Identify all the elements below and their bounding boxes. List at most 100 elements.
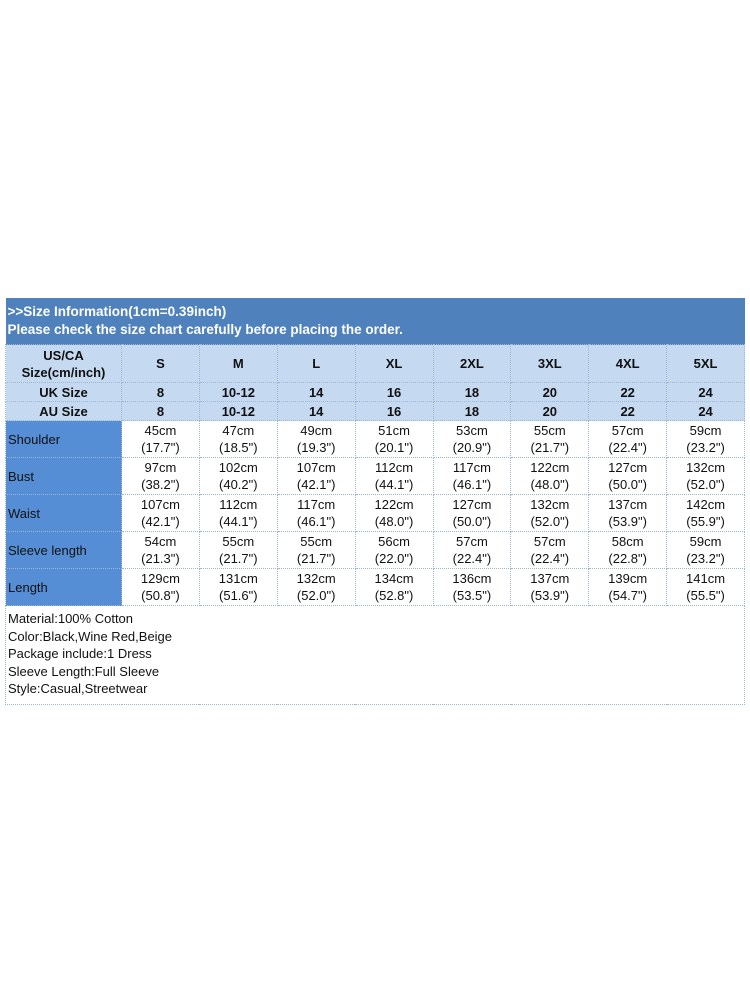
value-cm: 57cm <box>533 534 566 549</box>
value-inch: (21.7") <box>296 551 336 566</box>
measurement-cell: 131cm (51.6") <box>198 568 278 606</box>
measurement-cell: 142cm (55.9") <box>666 494 745 532</box>
measurement-cell: 117cm (46.1") <box>432 457 512 495</box>
measurement-cell: 107cm (42.1") <box>276 457 356 495</box>
size-cell: 3XL <box>510 344 590 383</box>
measurement-cell: 58cm (22.8") <box>588 531 668 569</box>
measurement-row: Sleeve length 54cm (21.3") 55cm (21.7") 55cm (… <box>5 531 745 569</box>
measurement-cell: 56cm (22.0") <box>354 531 434 569</box>
value-inch: (20.9") <box>452 440 492 455</box>
measurement-cell: 117cm (46.1") <box>276 494 356 532</box>
measurement-cell: 102cm (40.2") <box>198 457 278 495</box>
value-inch: (48.0") <box>374 514 414 529</box>
measurement-cell: 127cm (50.0") <box>588 457 668 495</box>
measurement-cell: 132cm (52.0") <box>666 457 745 495</box>
value-inch: (50.0") <box>452 514 492 529</box>
size-cell: 4XL <box>588 344 668 383</box>
value-inch: (40.2") <box>219 477 258 492</box>
size-cell: 10-12 <box>198 401 278 421</box>
value-cm: 107cm <box>296 460 336 475</box>
measurement-cell: 127cm (50.0") <box>432 494 512 532</box>
value-cm: 55cm <box>300 534 333 549</box>
value-cm: 117cm <box>452 460 491 475</box>
measurement-cell: 47cm (18.5") <box>198 420 278 458</box>
value-inch: (20.1") <box>374 440 414 455</box>
product-notes: Material:100% Cotton Color:Black,Wine Red… <box>5 605 745 705</box>
value-cm: 117cm <box>297 497 336 512</box>
value-inch: (23.2") <box>686 551 725 566</box>
value-cm: 57cm <box>611 423 644 438</box>
measurement-cell: 141cm (55.5") <box>666 568 745 606</box>
size-cell: L <box>276 344 356 383</box>
measurement-cell: 55cm (21.7") <box>276 531 356 569</box>
value-inch: (55.9") <box>686 514 725 529</box>
value-cm: 122cm <box>530 460 570 475</box>
measurement-label: Length <box>5 568 122 606</box>
value-inch: (38.2") <box>141 477 180 492</box>
value-cm: 102cm <box>218 460 258 475</box>
value-cm: 59cm <box>689 423 722 438</box>
header-label: AU Size <box>5 401 122 421</box>
measurement-cell: 55cm (21.7") <box>510 420 590 458</box>
value-inch: (52.0") <box>296 588 336 603</box>
value-cm: 59cm <box>689 534 722 549</box>
value-inch: (42.1") <box>296 477 336 492</box>
measurement-label: Sleeve length <box>5 531 122 569</box>
value-cm: 57cm <box>456 534 488 549</box>
measurement-cell: 112cm (44.1") <box>198 494 278 532</box>
value-cm: 49cm <box>300 423 333 438</box>
measurement-cell: 122cm (48.0") <box>354 494 434 532</box>
value-cm: 129cm <box>140 571 180 586</box>
note-line: Style:Casual,Streetwear <box>8 681 148 696</box>
size-cell: 20 <box>510 382 590 402</box>
value-cm: 58cm <box>611 534 644 549</box>
value-cm: 55cm <box>533 423 566 438</box>
size-cell: 20 <box>510 401 590 421</box>
value-cm: 137cm <box>530 571 570 586</box>
size-cell: 10-12 <box>198 382 278 402</box>
size-cell: XL <box>354 344 434 383</box>
measurement-cell: 137cm (53.9") <box>510 568 590 606</box>
header-label: US/CA Size(cm/inch) <box>5 344 122 383</box>
measurement-cell: 59cm (23.2") <box>666 420 745 458</box>
value-inch: (17.7") <box>141 440 180 455</box>
measurement-cell: 49cm (19.3") <box>276 420 356 458</box>
size-cell: 24 <box>666 382 745 402</box>
measurement-label: Waist <box>5 494 122 532</box>
value-cm: 132cm <box>686 460 726 475</box>
size-cell: 16 <box>354 382 434 402</box>
measurement-cell: 132cm (52.0") <box>510 494 590 532</box>
size-cell: 22 <box>588 382 668 402</box>
size-cell: 5XL <box>666 344 745 383</box>
value-cm: 132cm <box>296 571 336 586</box>
measurement-cell: 57cm (22.4") <box>588 420 668 458</box>
value-inch: (53.9") <box>608 514 647 529</box>
measurement-cell: 54cm (21.3") <box>121 531 200 569</box>
measurement-label: Shoulder <box>5 420 122 458</box>
value-inch: (44.1") <box>219 514 258 529</box>
value-inch: (22.0") <box>374 551 414 566</box>
title-row: >>Size Information(1cm=0.39inch) Please … <box>5 298 745 345</box>
value-inch: (21.3") <box>141 551 180 566</box>
value-cm: 136cm <box>452 571 492 586</box>
notes-row: Material:100% Cotton Color:Black,Wine Red… <box>5 605 745 705</box>
value-inch: (55.5") <box>686 588 725 603</box>
measurement-cell: 112cm (44.1") <box>354 457 434 495</box>
size-cell: 2XL <box>432 344 512 383</box>
value-cm: 132cm <box>530 497 570 512</box>
size-cell: 16 <box>354 401 434 421</box>
value-inch: (50.0") <box>608 477 647 492</box>
measurement-cell: 97cm (38.2") <box>121 457 200 495</box>
value-inch: (52.0") <box>686 477 725 492</box>
note-line: Package include:1 Dress <box>8 646 152 661</box>
measurement-cell: 129cm (50.8") <box>121 568 200 606</box>
size-cell: S <box>121 344 200 383</box>
measurement-cell: 122cm (48.0") <box>510 457 590 495</box>
value-cm: 51cm <box>378 423 410 438</box>
size-cell: 18 <box>432 382 512 402</box>
size-cell: 22 <box>588 401 668 421</box>
note-line: Sleeve Length:Full Sleeve <box>8 663 160 679</box>
value-inch: (46.1") <box>452 477 492 492</box>
value-inch: (42.1") <box>141 514 180 529</box>
measurement-label: Bust <box>5 457 122 495</box>
